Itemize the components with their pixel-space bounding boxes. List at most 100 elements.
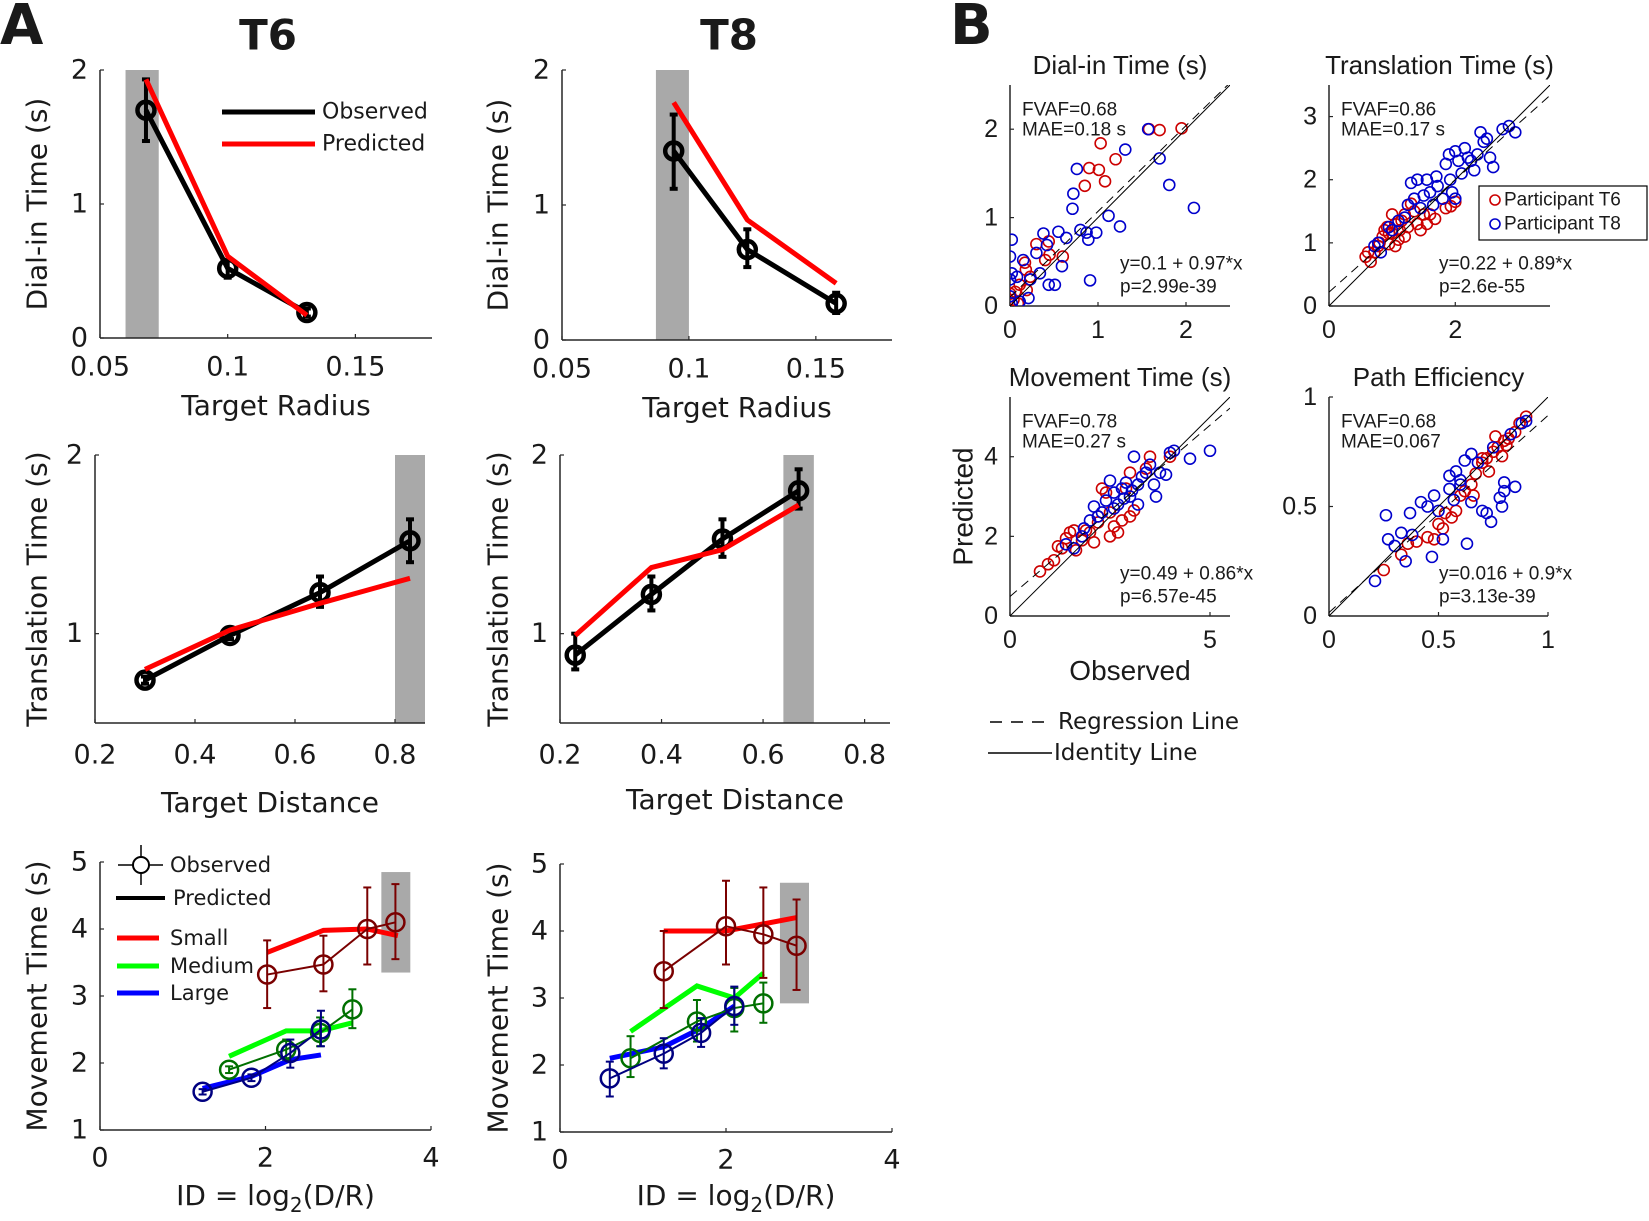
scatter-point-t8: [1436, 192, 1449, 205]
scatter-point-t8: [1404, 176, 1418, 190]
scatter-point-t8: [1417, 189, 1431, 202]
y-tick-label: 0: [984, 602, 998, 630]
legend-observed-marker: [132, 856, 150, 874]
regression-equation: y=0.1 + 0.97*x: [1120, 254, 1243, 275]
observed-line: [573, 488, 800, 658]
scatter-point-t6: [1467, 489, 1480, 502]
scatter-point-t8: [1052, 225, 1065, 239]
scatter-point-t8: [1477, 135, 1490, 149]
panel-label-a: A: [0, 0, 44, 58]
scatter-point-t6: [1087, 536, 1101, 549]
scatter-point-t6: [1427, 533, 1441, 546]
scatter-point-t8: [1504, 427, 1518, 441]
scatter-point-t8: [1127, 450, 1141, 464]
x-tick-label: 0.8: [374, 740, 417, 771]
scatter-point-t8: [1382, 220, 1396, 234]
chart-title: Path Efficiency: [1353, 362, 1525, 392]
y-tick-label: 1: [1303, 229, 1317, 257]
legend-predicted-label: Predicted: [322, 132, 425, 157]
regression-line: [1329, 95, 1550, 293]
x-axis-label: ID = log2(D/R): [176, 1179, 375, 1218]
x-tick-label: 0: [1003, 626, 1017, 654]
scatter-point-t8: [1486, 160, 1500, 174]
x-tick-label: 0: [91, 1143, 108, 1174]
scatter-point-t8: [1465, 447, 1478, 461]
scatter-point-t8: [1471, 456, 1485, 470]
scatter-point-t8: [1143, 458, 1157, 471]
scatter-point-t8: [1066, 202, 1079, 216]
y-tick-label: 0: [71, 323, 88, 354]
scatter-point-t8: [1099, 494, 1113, 507]
scatter-point-t6: [1421, 530, 1434, 544]
column-title: T8: [700, 11, 758, 60]
scatter-point-t6: [1377, 563, 1391, 577]
panel-label-b: B: [950, 0, 993, 58]
scatter-point-t6: [1059, 532, 1073, 545]
scatter-point-t6: [1047, 553, 1061, 567]
observed-marker: [134, 669, 156, 691]
scatter-point-t8: [1414, 495, 1428, 509]
plot-area: [1329, 397, 1548, 616]
legend-label-t8: Participant T8: [1504, 214, 1621, 235]
observed-marker: [787, 479, 810, 502]
observed-line: [143, 538, 412, 683]
observed-medium-marker: [753, 993, 774, 1014]
x-tick-label: 0.6: [274, 740, 317, 771]
y-tick-label: 2: [66, 440, 83, 471]
scatter-point-t8: [1083, 514, 1097, 527]
scatter-point-t8: [1139, 466, 1153, 479]
y-tick-label: 1: [71, 1115, 88, 1146]
scatter-point-t8: [1465, 495, 1478, 509]
y-tick-label: 0.5: [1282, 493, 1317, 521]
y-axis-label: Movement Time (s): [482, 862, 515, 1133]
predicted-line: [143, 78, 309, 318]
chart-6: 0 1 2 0 1 2 Dial-in Time (s) FVAF=0.68MAE=0.18 …: [984, 50, 1243, 344]
x-tick-label: 0.1: [667, 354, 710, 385]
scatter-point-t6: [1095, 482, 1109, 495]
x-tick-label: 0.2: [74, 740, 117, 771]
scatter-point-t6: [1018, 256, 1032, 269]
scatter-point-t8: [1010, 233, 1019, 246]
scatter-point-t6: [1143, 450, 1157, 464]
scatter-point-t8: [1497, 484, 1511, 498]
x-tick-label: 2: [257, 1143, 274, 1174]
scatter-point-t8: [1203, 444, 1217, 458]
x-axis-label-subscript: 2: [290, 1193, 303, 1217]
observed-large-marker: [241, 1067, 262, 1088]
mae-annotation: MAE=0.17 s: [1341, 120, 1445, 141]
x-tick-label: 1: [1541, 626, 1555, 654]
x-axis-label: Target Distance: [160, 786, 379, 819]
scatter-point-t6: [1392, 233, 1405, 246]
x-tick-label: 0.5: [1421, 626, 1456, 654]
fvaf-annotation: FVAF=0.86: [1341, 100, 1436, 121]
scatter-point-t6: [1078, 179, 1092, 193]
mae-annotation: MAE=0.18 s: [1022, 120, 1126, 141]
x-tick-label: 0.1: [206, 352, 249, 383]
x-tick-label: 0.4: [174, 740, 217, 771]
y-tick-label: 2: [71, 1048, 88, 1079]
observed-medium-marker: [218, 1059, 240, 1080]
y-tick-label: 0: [984, 292, 998, 320]
x-tick-label: 0.05: [532, 354, 592, 385]
scatter-point-t8: [1421, 500, 1434, 513]
highlight-band: [395, 455, 425, 723]
scatter-point-t8: [1022, 291, 1035, 305]
scatter-point-t8: [1149, 490, 1163, 503]
scatter-point-t8: [1447, 493, 1461, 507]
scatter-point-t8: [1443, 173, 1457, 187]
x-tick-label: 0: [551, 1145, 568, 1176]
scatter-point-t8: [1432, 504, 1445, 518]
y-tick-label: 2: [984, 522, 998, 550]
observed-marker: [216, 257, 239, 280]
legend-observed-label: Observed: [322, 100, 428, 125]
x-axis-label-text: Target Distance: [160, 786, 379, 819]
observed-small-marker: [385, 912, 406, 933]
y-tick-label: 1: [533, 190, 550, 221]
observed-large-marker: [724, 995, 745, 1017]
scatter-point-t8: [1070, 162, 1084, 176]
scatter-point-t6: [1103, 530, 1117, 543]
mae-annotation: MAE=0.067: [1341, 432, 1441, 453]
regression-equation: y=0.49 + 0.86*x: [1120, 564, 1254, 585]
scatter-point-t8: [1445, 186, 1459, 199]
